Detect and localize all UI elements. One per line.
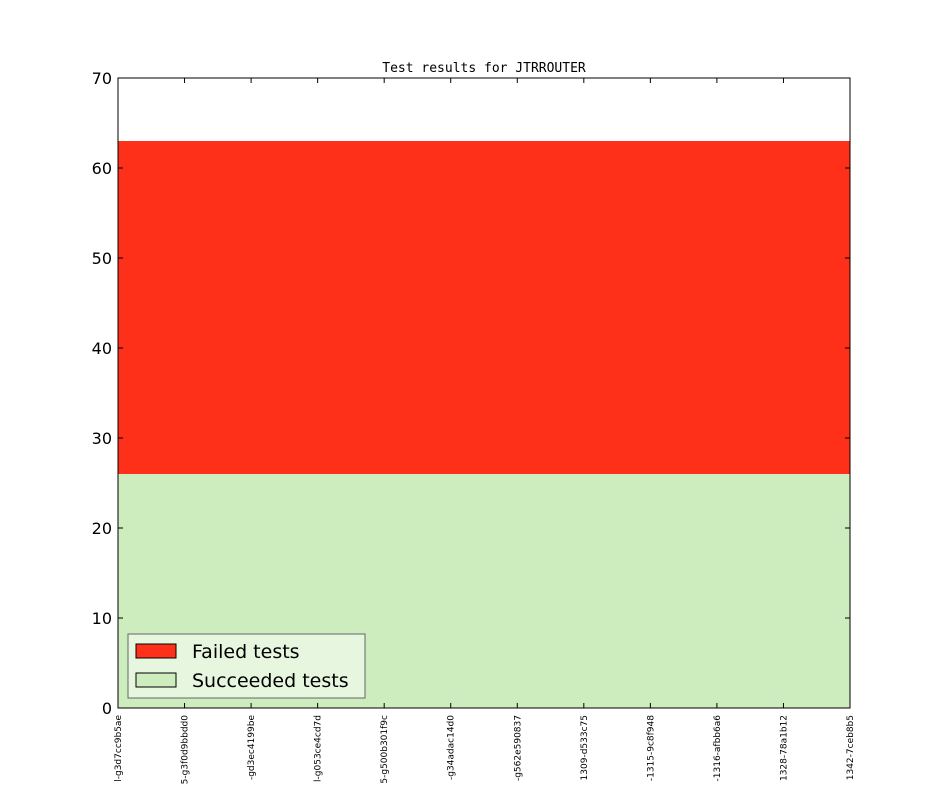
- x-tick-label: -g562e590837: [513, 715, 523, 781]
- x-tick-label: l-g3d7cc9b5ae: [114, 715, 124, 782]
- x-tick-label: 5-g3f0d9bbdd0: [181, 715, 191, 785]
- legend-swatch: [135, 643, 177, 659]
- legend-label: Failed tests: [192, 641, 300, 663]
- y-tick-label: 20: [92, 519, 112, 538]
- x-tick-label: -1315-9c8f948: [646, 715, 656, 781]
- x-tick-label: l-g053ce4cd7d: [314, 715, 324, 782]
- y-tick-label: 40: [92, 339, 112, 358]
- x-tick-label: -1316-afbb6a6: [713, 715, 723, 782]
- y-tick-label: 70: [92, 69, 112, 88]
- y-tick-label: 10: [92, 609, 112, 628]
- legend-swatch: [135, 672, 177, 688]
- y-tick-label: 0: [102, 699, 112, 718]
- legend-label: Succeeded tests: [192, 670, 349, 692]
- y-tick-label: 60: [92, 159, 112, 178]
- legend: Failed tests Succeeded tests: [127, 633, 366, 699]
- x-tick-label: -g34adac14d0: [447, 715, 457, 780]
- x-tick-label: 5-g500b301f9c: [380, 715, 390, 784]
- x-tick-label: 1328-78a1b12: [779, 715, 789, 781]
- plot-frame: [117, 77, 851, 709]
- y-tick-label: 50: [92, 249, 112, 268]
- x-tick-label: -gd3ec4199be: [247, 715, 257, 781]
- x-tick-label: 1309-d533c75: [580, 715, 590, 780]
- area: [118, 141, 850, 474]
- x-tick-label: 1342-7ceb8b5: [846, 715, 856, 780]
- y-tick-label: 30: [92, 429, 112, 448]
- chart-title: Test results for JTRROUTER: [382, 61, 586, 76]
